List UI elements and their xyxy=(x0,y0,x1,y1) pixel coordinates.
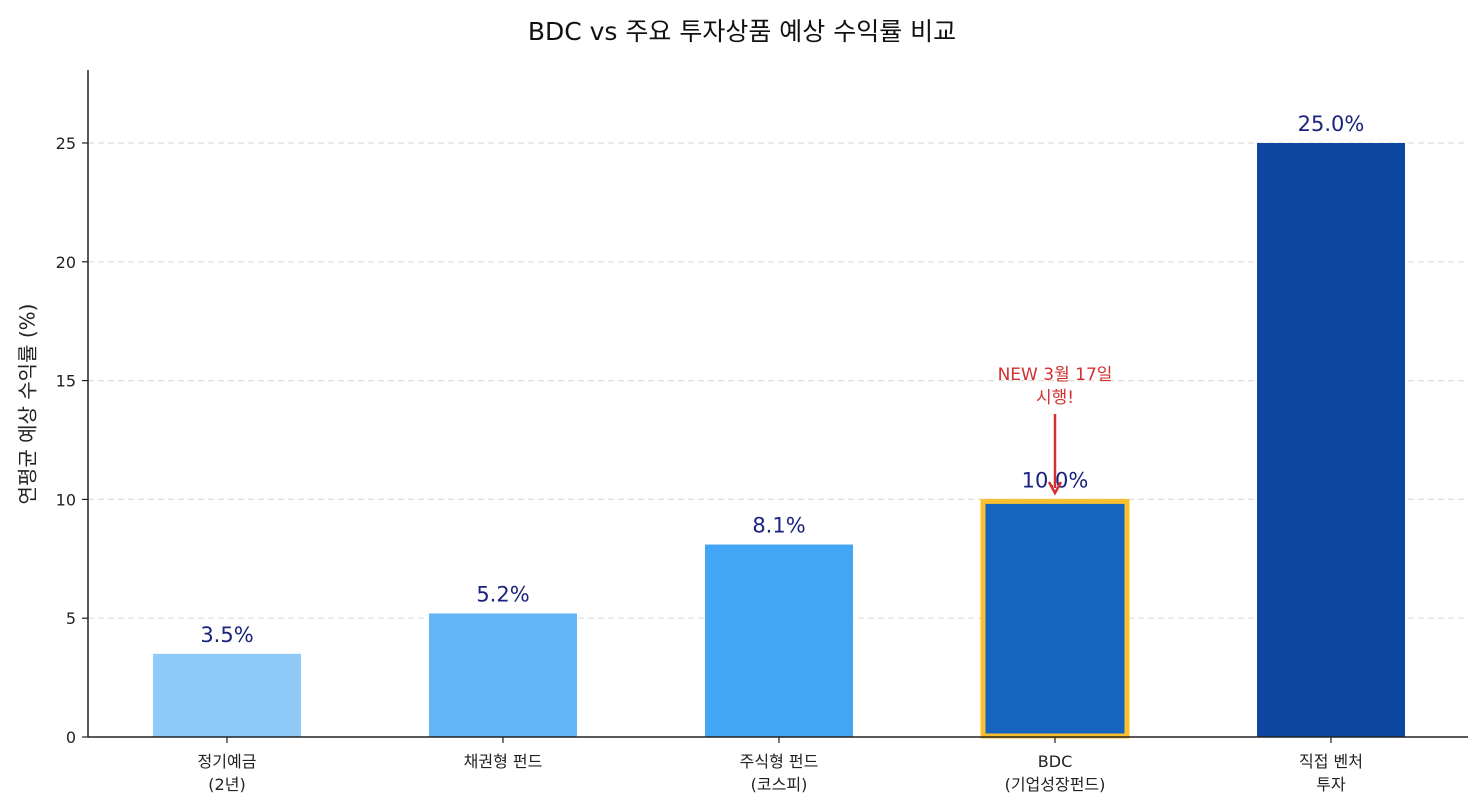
value-label: 5.2% xyxy=(476,582,529,606)
bar[interactable] xyxy=(429,613,577,737)
bar[interactable] xyxy=(153,653,301,737)
chart-title: BDC vs 주요 투자상품 예상 수익률 비교 xyxy=(527,17,957,46)
value-label: 3.5% xyxy=(200,623,253,647)
y-tick-label: 0 xyxy=(66,728,76,747)
y-tick-label: 10 xyxy=(56,490,76,509)
y-tick-label: 15 xyxy=(56,372,76,391)
bar[interactable] xyxy=(705,544,853,737)
x-tick-label: 주식형 펀드 xyxy=(740,752,819,771)
arrow-head-icon xyxy=(1047,481,1063,496)
value-label: 25.0% xyxy=(1298,112,1365,136)
x-tick-label: (2년) xyxy=(208,775,245,794)
value-label: 8.1% xyxy=(752,514,805,538)
x-tick-label: 직접 벤처 xyxy=(1299,752,1363,771)
x-tick-label: 정기예금 xyxy=(198,752,257,771)
y-tick-label: 25 xyxy=(56,134,76,153)
bars xyxy=(153,143,1405,739)
axes: 0 5 10 15 20 25 정기예금 (2년) 채권형 펀드 주식형 펀드 (코스피) BDC (기… xyxy=(56,70,1468,794)
x-tick-label: BDC xyxy=(1038,752,1072,771)
value-labels: 3.5%5.2%8.1%10.0%25.0% xyxy=(200,112,1364,647)
x-tick-label: 채권형 펀드 xyxy=(464,752,543,771)
x-tick-label: (코스피) xyxy=(751,775,808,794)
y-tick-label: 5 xyxy=(66,609,76,628)
bar[interactable] xyxy=(1257,143,1405,737)
grid-lines xyxy=(88,142,1468,619)
annotation-text: 시행! xyxy=(1036,388,1074,408)
bar[interactable] xyxy=(980,498,1130,739)
annotation-text: NEW 3월 17일 xyxy=(998,365,1113,385)
x-tick-label: 투자 xyxy=(1316,775,1346,794)
y-tick-label: 20 xyxy=(56,253,76,272)
x-tick-label: (기업성장펀드) xyxy=(1005,775,1106,794)
